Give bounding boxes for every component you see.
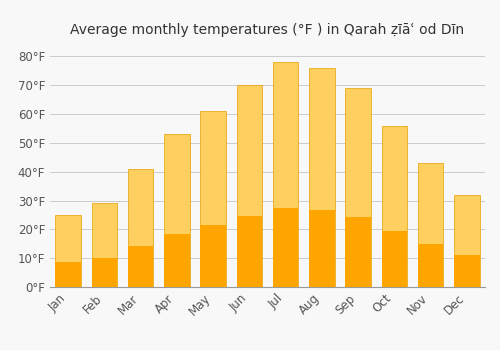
- Bar: [454, 195, 479, 287]
- Bar: [309, 210, 334, 287]
- Title: Average monthly temperatures (°F ) in Qarah ẓīāʿ od Dīn: Average monthly temperatures (°F ) in Qa…: [70, 23, 464, 37]
- Bar: [309, 68, 334, 287]
- Bar: [382, 231, 407, 287]
- Bar: [56, 262, 81, 287]
- Bar: [236, 216, 262, 287]
- Bar: [200, 225, 226, 287]
- Bar: [128, 246, 154, 287]
- Bar: [236, 85, 262, 287]
- Bar: [382, 126, 407, 287]
- Bar: [56, 215, 81, 287]
- Bar: [454, 255, 479, 287]
- Bar: [92, 258, 117, 287]
- Bar: [92, 203, 117, 287]
- Bar: [273, 208, 298, 287]
- Bar: [164, 233, 190, 287]
- Bar: [346, 217, 371, 287]
- Bar: [200, 111, 226, 287]
- Bar: [346, 88, 371, 287]
- Bar: [418, 163, 444, 287]
- Bar: [164, 134, 190, 287]
- Bar: [128, 169, 154, 287]
- Bar: [418, 244, 444, 287]
- Bar: [273, 62, 298, 287]
